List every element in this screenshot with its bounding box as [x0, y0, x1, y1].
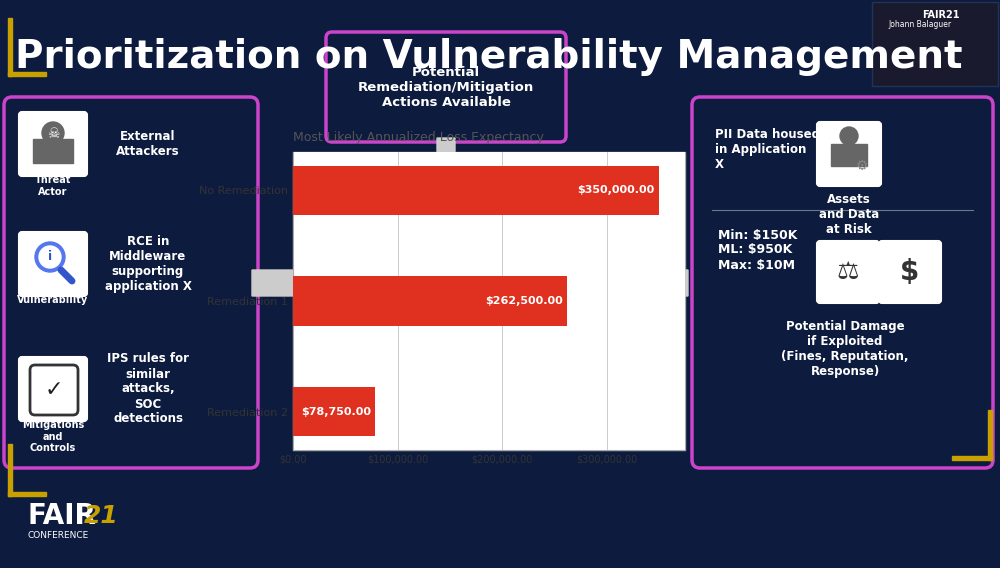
- Text: i: i: [48, 250, 52, 264]
- FancyBboxPatch shape: [30, 365, 78, 415]
- Text: ⚖: ⚖: [837, 260, 859, 284]
- Text: Prioritization on Vulnerability Management: Prioritization on Vulnerability Manageme…: [15, 38, 962, 76]
- Bar: [8, 72, 46, 76]
- FancyBboxPatch shape: [293, 152, 685, 450]
- Text: IPS rules for
similar
attacks,
SOC
detections: IPS rules for similar attacks, SOC detec…: [107, 353, 189, 425]
- Text: Johann Balaguer: Johann Balaguer: [888, 20, 952, 29]
- Text: RCE in
Middleware
supporting
application X: RCE in Middleware supporting application…: [105, 235, 191, 293]
- Circle shape: [840, 127, 858, 145]
- Text: FAIR: FAIR: [28, 502, 97, 530]
- Text: ⚙: ⚙: [856, 159, 868, 173]
- FancyBboxPatch shape: [817, 241, 879, 303]
- Bar: [293, 165, 659, 215]
- FancyArrow shape: [632, 265, 688, 301]
- FancyArrow shape: [252, 265, 308, 301]
- Text: ☠: ☠: [47, 127, 59, 141]
- Text: $: $: [900, 258, 920, 286]
- Text: FAIR21: FAIR21: [922, 10, 960, 20]
- Bar: [293, 276, 567, 326]
- Bar: [872, 2, 998, 86]
- Circle shape: [35, 242, 65, 272]
- Bar: [8, 18, 12, 76]
- Text: Potential Damage
if Exploited
(Fines, Reputation,
Response): Potential Damage if Exploited (Fines, Re…: [781, 320, 909, 378]
- Text: $262,500.00: $262,500.00: [485, 296, 563, 306]
- FancyBboxPatch shape: [4, 97, 258, 468]
- Text: $78,750.00: $78,750.00: [301, 407, 371, 416]
- Bar: [988, 410, 992, 460]
- FancyArrow shape: [433, 138, 459, 182]
- FancyBboxPatch shape: [879, 241, 941, 303]
- Bar: [831, 144, 867, 166]
- Bar: [33, 139, 73, 163]
- FancyBboxPatch shape: [817, 122, 881, 186]
- Text: $350,000.00: $350,000.00: [577, 185, 655, 195]
- Circle shape: [39, 246, 61, 268]
- Bar: [8, 444, 12, 496]
- Text: Most Likely Annualized Loss Expectancy: Most Likely Annualized Loss Expectancy: [293, 131, 544, 144]
- Text: Threat
Actor: Threat Actor: [35, 175, 71, 197]
- Text: ✓: ✓: [45, 380, 63, 400]
- FancyBboxPatch shape: [19, 357, 87, 421]
- Text: Potential
Remediation/Mitigation
Actions Available: Potential Remediation/Mitigation Actions…: [358, 65, 534, 108]
- Circle shape: [42, 122, 64, 144]
- FancyBboxPatch shape: [19, 112, 87, 176]
- FancyBboxPatch shape: [19, 232, 87, 296]
- Text: Assets
and Data
at Risk: Assets and Data at Risk: [819, 193, 879, 236]
- FancyBboxPatch shape: [326, 32, 566, 142]
- Bar: [952, 456, 992, 460]
- Text: Min: $150K
ML: $950K
Max: $10M: Min: $150K ML: $950K Max: $10M: [718, 228, 797, 272]
- Text: 21: 21: [84, 504, 119, 528]
- Text: Vulnerability: Vulnerability: [17, 295, 89, 305]
- Text: External
Attackers: External Attackers: [116, 130, 180, 158]
- Bar: [293, 387, 375, 436]
- Bar: [8, 492, 46, 496]
- Text: Mitigations
and
Controls: Mitigations and Controls: [22, 420, 84, 453]
- FancyBboxPatch shape: [692, 97, 993, 468]
- Text: PII Data housed
in Application
X: PII Data housed in Application X: [715, 128, 820, 172]
- Text: CONFERENCE: CONFERENCE: [28, 531, 89, 540]
